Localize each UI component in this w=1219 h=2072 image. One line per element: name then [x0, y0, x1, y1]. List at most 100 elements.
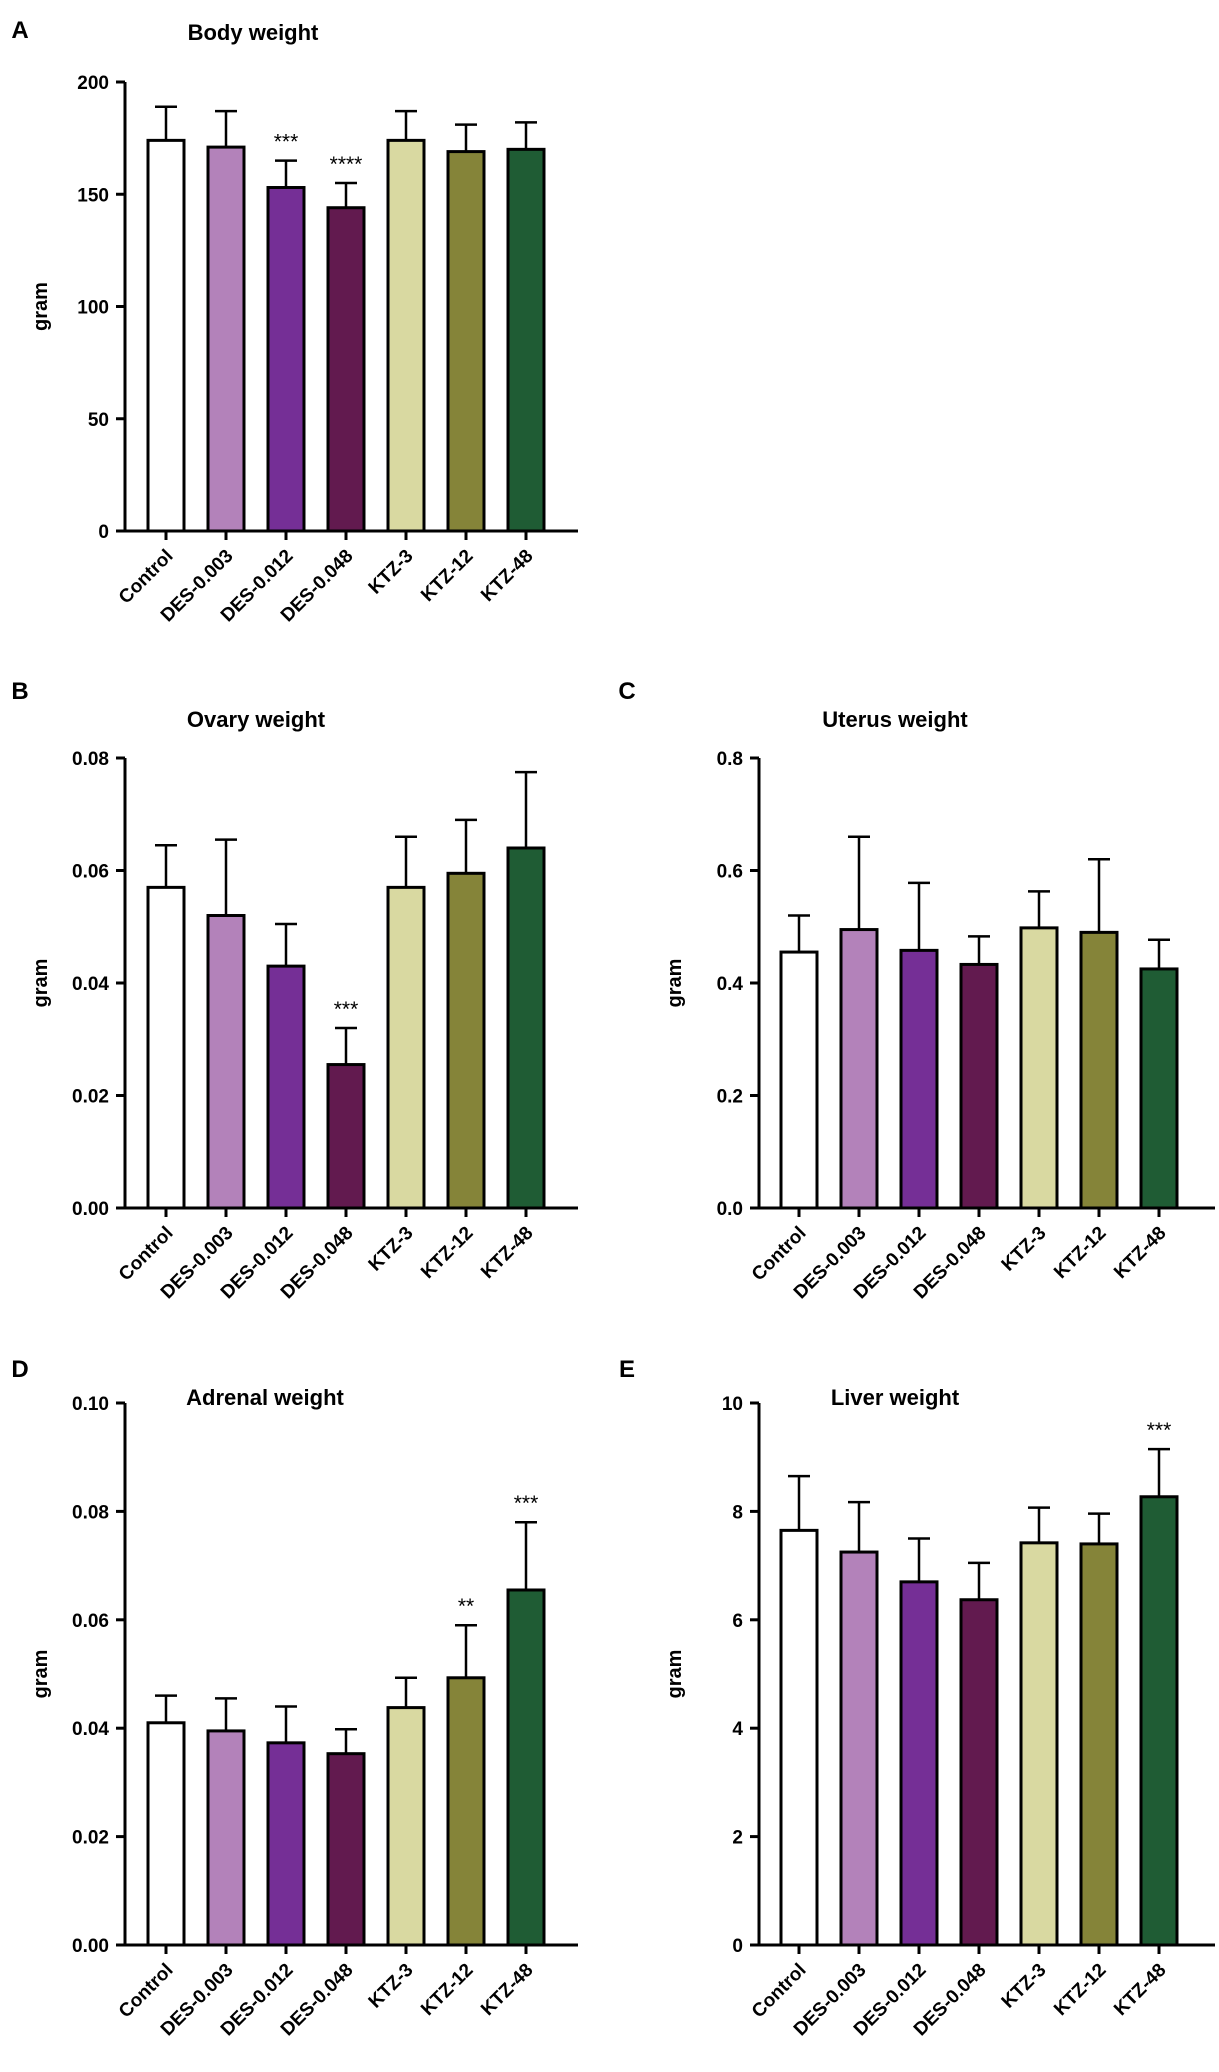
x-category-label: KTZ-12: [1050, 1960, 1110, 2020]
chart-title: Body weight: [188, 20, 319, 45]
bar-ktz-48: [506, 147, 546, 533]
bar-des-0.003: [206, 145, 246, 533]
bar-ktz-12: [446, 150, 486, 533]
bar-ktz-3: [1019, 926, 1059, 1210]
x-category-label: KTZ-12: [417, 546, 477, 606]
bar-des-0.048: [326, 1752, 366, 1947]
significance-label: ***: [274, 131, 299, 154]
panel-letter: D: [11, 1356, 28, 1383]
bar-ktz-12: [1079, 930, 1119, 1210]
bar-des-0.012: [899, 948, 939, 1210]
bar-control: [146, 1721, 186, 1947]
bar-ktz-12: [1079, 1542, 1119, 1947]
bar-ktz-48: [1139, 967, 1179, 1210]
panel-letter: B: [11, 678, 28, 705]
y-tick-label: 0.06: [72, 1611, 109, 1632]
y-tick-label: 0: [732, 1936, 743, 1957]
bar-control: [779, 1528, 819, 1947]
y-tick-label: 200: [77, 73, 109, 94]
y-axis-title: gram: [30, 1650, 52, 1699]
y-tick-label: 0.08: [72, 749, 109, 770]
y-tick-label: 0.08: [72, 1502, 109, 1523]
bar-control: [146, 885, 186, 1210]
x-category-label: KTZ-3: [365, 1960, 418, 2013]
significance-label: ***: [514, 1492, 539, 1515]
y-tick-label: 10: [722, 1394, 743, 1415]
y-tick-label: 2: [732, 1828, 743, 1849]
bar-des-0.048: [959, 962, 999, 1210]
bar-des-0.003: [839, 928, 879, 1210]
x-category-label: KTZ-3: [998, 1223, 1051, 1276]
y-tick-label: 0.00: [72, 1199, 109, 1220]
y-tick-label: 0.06: [72, 862, 109, 883]
y-tick-label: 6: [732, 1611, 743, 1632]
bar-ktz-12: [446, 1676, 486, 1947]
y-tick-label: 100: [77, 298, 109, 319]
bar-ktz-3: [386, 1706, 426, 1947]
bar-ktz-48: [506, 846, 546, 1210]
chart-title: Ovary weight: [187, 707, 326, 732]
bar-des-0.012: [266, 186, 306, 533]
x-category-label: KTZ-3: [365, 1223, 418, 1276]
significance-label: **: [458, 1595, 474, 1618]
bar-ktz-12: [446, 871, 486, 1210]
bar-des-0.003: [839, 1550, 879, 1947]
y-axis-title: gram: [664, 959, 686, 1008]
y-tick-label: 8: [732, 1502, 743, 1523]
bar-des-0.048: [959, 1598, 999, 1947]
x-category-label: KTZ-12: [1050, 1223, 1110, 1283]
bar-ktz-3: [1019, 1541, 1059, 1947]
chart-title: Uterus weight: [822, 707, 968, 732]
bar-ktz-3: [386, 138, 426, 533]
y-tick-label: 4: [732, 1719, 743, 1740]
panel-letter: A: [11, 17, 28, 44]
x-category-label: KTZ-3: [998, 1960, 1051, 2013]
significance-label: ****: [330, 153, 363, 176]
chart-panel-d: D Adrenal weight gram 0.00 0.02 0.04 0.06 0.08 0…: [11, 1356, 578, 2040]
y-tick-label: 0.04: [72, 1719, 109, 1740]
panel-letter: C: [618, 678, 635, 705]
chart-title: Adrenal weight: [186, 1385, 344, 1410]
chart-title: Liver weight: [831, 1385, 960, 1410]
y-tick-label: 50: [88, 410, 109, 431]
y-axis-title: gram: [30, 282, 52, 331]
y-tick-label: 0.04: [72, 974, 109, 995]
y-tick-label: 0.10: [72, 1394, 109, 1415]
bar-des-0.012: [899, 1580, 939, 1947]
y-tick-label: 0.0: [717, 1199, 743, 1220]
y-tick-label: 0.02: [72, 1087, 109, 1108]
y-tick-label: 0: [98, 522, 109, 543]
significance-label: ***: [1147, 1419, 1172, 1442]
bar-des-0.012: [266, 1741, 306, 1947]
bar-des-0.012: [266, 964, 306, 1210]
y-axis-title: gram: [664, 1650, 686, 1699]
bar-des-0.048: [326, 1063, 366, 1210]
bar-des-0.003: [206, 914, 246, 1210]
bar-control: [779, 950, 819, 1210]
y-tick-label: 0.4: [717, 974, 744, 995]
y-tick-label: 0.2: [717, 1087, 743, 1108]
chart-panel-a: A Body weightgram050100150200ControlDES-0…: [11, 17, 578, 626]
y-axis-title: gram: [30, 959, 52, 1008]
bar-ktz-48: [1139, 1495, 1179, 1947]
significance-label: ***: [334, 998, 359, 1021]
x-category-label: KTZ-48: [477, 1223, 537, 1283]
bar-des-0.048: [326, 206, 366, 533]
panel-letter: E: [619, 1356, 635, 1383]
x-category-label: KTZ-48: [477, 1960, 537, 2020]
x-category-label: KTZ-48: [1110, 1223, 1170, 1283]
y-tick-label: 150: [77, 185, 109, 206]
y-tick-label: 0.02: [72, 1828, 109, 1849]
bar-ktz-3: [386, 885, 426, 1210]
y-tick-label: 0.8: [717, 749, 743, 770]
x-category-label: KTZ-48: [1110, 1960, 1170, 2020]
x-category-label: KTZ-12: [417, 1960, 477, 2020]
y-tick-label: 0.00: [72, 1936, 109, 1957]
x-category-label: KTZ-3: [365, 546, 418, 599]
bar-control: [146, 138, 186, 533]
bar-ktz-48: [506, 1588, 546, 1947]
